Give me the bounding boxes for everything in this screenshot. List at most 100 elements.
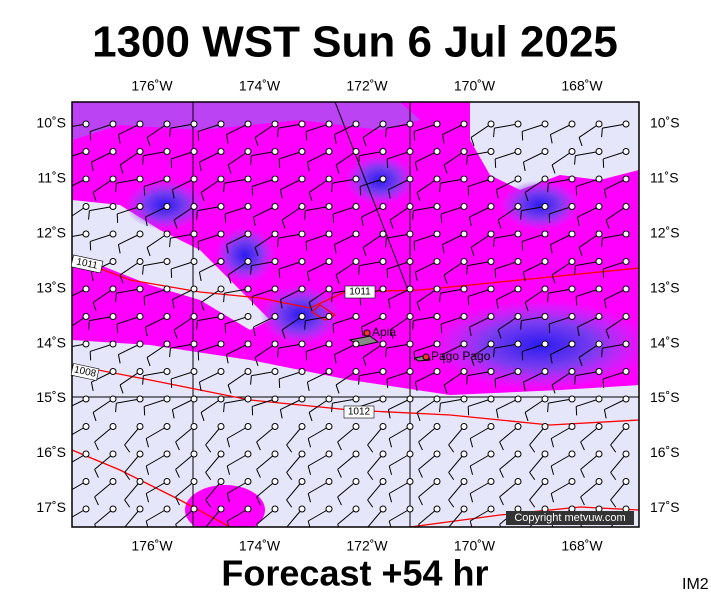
barb-station: [541, 230, 549, 238]
barb-station: [325, 450, 333, 458]
barb-station: [163, 203, 171, 210]
barb-shaft: [576, 398, 600, 407]
barb-station: [163, 505, 171, 513]
barb-station: [541, 313, 549, 320]
barb-flag: [578, 247, 583, 257]
barb-shaft: [414, 233, 438, 242]
barb-station: [460, 230, 468, 238]
barb-shaft: [578, 343, 600, 358]
barb-flag: [412, 210, 414, 220]
barb-station: [379, 203, 387, 210]
barb-shaft: [90, 343, 114, 352]
barb-shaft: [72, 288, 87, 297]
barb-station: [433, 505, 441, 513]
barb-flag: [206, 555, 211, 562]
barb-shaft: [278, 233, 303, 239]
barb-station: [271, 505, 279, 513]
barb-flag: [466, 155, 468, 165]
barb-station: [406, 478, 414, 485]
barb-shaft: [308, 288, 330, 303]
barb-shaft: [580, 481, 600, 498]
barb-shaft: [524, 398, 546, 413]
barb-flag: [307, 520, 311, 527]
barb-shaft: [467, 151, 492, 157]
barb-station: [136, 148, 144, 155]
barb-flag: [227, 164, 232, 174]
barb-shaft: [469, 316, 492, 328]
barb-shaft: [361, 316, 384, 328]
barb-flag: [520, 320, 522, 330]
moderate-area: [185, 485, 265, 527]
barb-flag: [304, 320, 306, 330]
barb-shaft: [308, 398, 330, 413]
barb-flag: [115, 293, 117, 303]
barb-shaft: [90, 123, 114, 132]
barb-flag: [256, 441, 261, 451]
barb-flag: [171, 409, 175, 419]
barb-flag: [610, 472, 617, 481]
barb-shaft: [605, 206, 627, 221]
barb-shaft: [442, 233, 465, 245]
barb-station: [595, 450, 603, 458]
barb-shaft: [499, 453, 519, 470]
barb-shaft: [119, 261, 141, 276]
barb-station: [163, 313, 171, 320]
barb-station: [379, 340, 387, 348]
barb-shaft: [334, 233, 357, 245]
barb-station: [271, 285, 279, 293]
barb-flag: [286, 472, 293, 481]
barb-flag: [574, 265, 576, 275]
barb-shaft: [227, 151, 249, 166]
barb-shaft: [145, 426, 168, 439]
barb-flag: [414, 271, 418, 281]
barb-flag: [522, 161, 526, 171]
barb-station: [190, 368, 198, 375]
barb-station: [541, 285, 549, 293]
barb-shaft: [495, 151, 519, 160]
barb-station: [217, 505, 225, 513]
barb-station: [541, 120, 549, 128]
barb-shaft: [116, 178, 141, 184]
barb-flag: [362, 357, 367, 367]
barb-flag: [385, 348, 387, 358]
barb-flag: [495, 299, 499, 309]
barb-flag: [551, 384, 556, 394]
barb-station: [352, 395, 360, 403]
barb-flag: [580, 469, 585, 478]
barb-shaft: [448, 453, 465, 473]
barb-station: [379, 395, 387, 403]
barb-station: [325, 478, 333, 485]
barb-station: [325, 120, 333, 128]
barb-flag: [550, 493, 555, 503]
barb-shaft: [307, 453, 330, 467]
barb-flag: [493, 348, 495, 358]
barb-flag: [331, 293, 333, 303]
barb-station: [109, 175, 117, 183]
barb-shaft: [500, 537, 518, 552]
barb-station: [595, 175, 603, 183]
barb-station: [298, 340, 306, 348]
barb-shaft: [362, 233, 384, 248]
barb-station: [487, 340, 495, 348]
barb-flag: [580, 496, 585, 506]
barb-station: [622, 285, 630, 293]
barb-station: [568, 313, 576, 320]
barb-flag: [223, 403, 225, 413]
barb-flag: [119, 274, 124, 284]
barb-shaft: [497, 206, 519, 221]
barb-station: [163, 340, 171, 348]
barb-shaft: [529, 426, 546, 446]
barb-shaft: [92, 288, 114, 303]
barb-shaft: [65, 537, 86, 549]
barb-station: [487, 478, 495, 485]
barb-station: [460, 395, 468, 403]
barb-shaft: [497, 316, 519, 331]
barb-flag: [145, 520, 149, 527]
barb-station: [190, 395, 198, 403]
barb-flag: [64, 410, 66, 419]
barb-shaft: [119, 371, 141, 386]
barb-shaft: [92, 178, 114, 193]
barb-station: [82, 313, 90, 320]
barb-flag: [448, 499, 455, 508]
barb-flag: [358, 265, 360, 275]
